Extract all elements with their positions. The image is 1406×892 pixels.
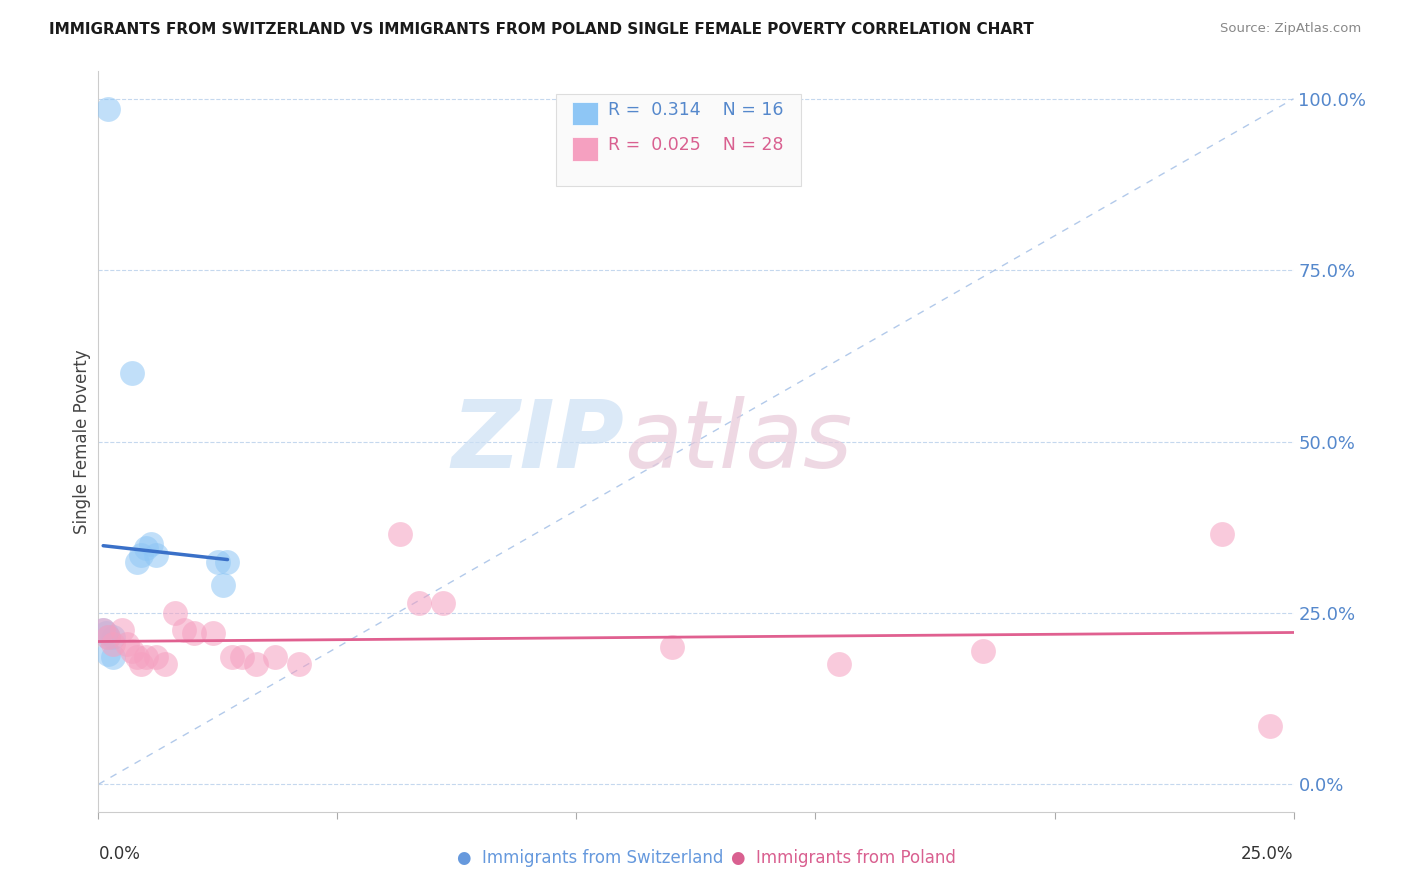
Point	[121, 366, 143, 380]
Point	[288, 657, 311, 672]
Point	[97, 630, 120, 644]
Point	[101, 637, 124, 651]
Point	[145, 548, 167, 562]
Point	[211, 578, 233, 592]
Text: R =  0.025    N = 28: R = 0.025 N = 28	[607, 136, 783, 154]
Bar	[572, 102, 598, 126]
Point	[91, 623, 114, 637]
Point	[155, 657, 177, 672]
Point	[97, 102, 120, 116]
Point	[97, 630, 120, 644]
Point	[97, 647, 120, 661]
FancyBboxPatch shape	[557, 94, 801, 186]
Point	[183, 626, 205, 640]
Point	[145, 650, 167, 665]
Point	[202, 626, 225, 640]
Point	[125, 650, 148, 665]
Point	[139, 537, 162, 551]
Point	[131, 548, 153, 562]
Point	[135, 541, 157, 555]
Text: ●  Immigrants from Switzerland: ● Immigrants from Switzerland	[457, 849, 724, 867]
Point	[1258, 719, 1281, 733]
Text: ZIP: ZIP	[451, 395, 624, 488]
Point	[408, 596, 430, 610]
Point	[432, 596, 454, 610]
Point	[115, 637, 138, 651]
Point	[972, 643, 994, 657]
Point	[221, 650, 243, 665]
Point	[131, 657, 153, 672]
Point	[163, 606, 186, 620]
Y-axis label: Single Female Poverty: Single Female Poverty	[73, 350, 91, 533]
Point	[94, 626, 117, 640]
Point	[231, 650, 253, 665]
Point	[111, 623, 134, 637]
Point	[121, 643, 143, 657]
Text: 0.0%: 0.0%	[98, 845, 141, 863]
Point	[264, 650, 287, 665]
Point	[245, 657, 267, 672]
Point	[135, 650, 157, 665]
Point	[1211, 527, 1233, 541]
Text: IMMIGRANTS FROM SWITZERLAND VS IMMIGRANTS FROM POLAND SINGLE FEMALE POVERTY CORR: IMMIGRANTS FROM SWITZERLAND VS IMMIGRANT…	[49, 22, 1033, 37]
Point	[207, 554, 229, 568]
Bar	[572, 137, 598, 161]
Point	[388, 527, 411, 541]
Point	[91, 623, 114, 637]
Point	[217, 554, 239, 568]
Text: atlas: atlas	[624, 396, 852, 487]
Text: Source: ZipAtlas.com: Source: ZipAtlas.com	[1220, 22, 1361, 36]
Text: 25.0%: 25.0%	[1241, 845, 1294, 863]
Text: ●  Immigrants from Poland: ● Immigrants from Poland	[731, 849, 956, 867]
Point	[101, 650, 124, 665]
Point	[828, 657, 851, 672]
Point	[101, 630, 124, 644]
Point	[661, 640, 683, 655]
Point	[125, 554, 148, 568]
Text: R =  0.314    N = 16: R = 0.314 N = 16	[607, 101, 783, 119]
Point	[173, 623, 195, 637]
